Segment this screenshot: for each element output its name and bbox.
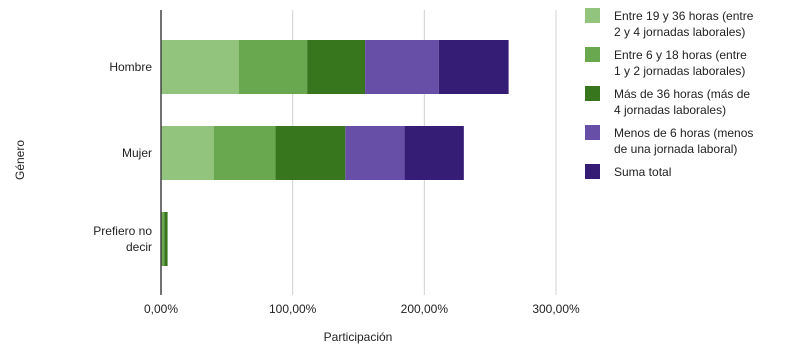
x-tick-labels: 0,00% 100,00% 200,00% 300,00% (144, 302, 580, 316)
bar-segment (213, 126, 276, 180)
x-axis-title: Participación (324, 330, 393, 344)
legend-item: Menos de 6 horas (menos de una jornada la… (585, 125, 785, 157)
category-label: Prefiero no decir (93, 224, 152, 254)
bar-segment (307, 40, 366, 94)
legend: Entre 19 y 36 horas (entre 2 y 4 jornadas… (585, 8, 785, 187)
bar-segment (161, 212, 165, 266)
legend-swatch (585, 164, 600, 179)
legend-item: Entre 6 y 18 horas (entre 1 y 2 jornadas … (585, 47, 785, 79)
legend-swatch (585, 47, 600, 62)
category-label: Hombre (109, 60, 152, 74)
x-tick-label: 0,00% (144, 302, 178, 316)
y-axis-title: Género (13, 140, 27, 180)
category-label: Mujer (122, 146, 152, 160)
legend-swatch (585, 8, 600, 23)
legend-label: Entre 19 y 36 horas (entre 2 y 4 jornadas… (614, 9, 754, 39)
bar-segment (161, 40, 239, 94)
legend-swatch (585, 86, 600, 101)
bars (161, 40, 509, 266)
x-tick-label: 200,00% (401, 302, 449, 316)
bar-segment (345, 126, 405, 180)
legend-swatch (585, 125, 600, 140)
legend-item: Suma total (585, 164, 785, 180)
x-tick-label: 100,00% (269, 302, 317, 316)
x-tick-label: 300,00% (532, 302, 580, 316)
bar-segment (275, 126, 346, 180)
legend-label: Entre 6 y 18 horas (entre 1 y 2 jornadas … (614, 48, 747, 78)
legend-label: Más de 36 horas (más de 4 jornadas labora… (614, 87, 751, 117)
category-labels: Hombre Mujer Prefiero no decir (93, 60, 152, 254)
legend-label: Suma total (614, 165, 672, 179)
bar-segment (164, 212, 168, 266)
bar-segment (404, 126, 464, 180)
legend-label: Menos de 6 horas (menos de una jornada la… (614, 126, 754, 156)
bar-segment (365, 40, 439, 94)
bar-segment (161, 126, 214, 180)
bar-segment (238, 40, 308, 94)
legend-item: Entre 19 y 36 horas (entre 2 y 4 jornadas… (585, 8, 785, 40)
bar-segment (438, 40, 509, 94)
legend-item: Más de 36 horas (más de 4 jornadas labora… (585, 86, 785, 118)
